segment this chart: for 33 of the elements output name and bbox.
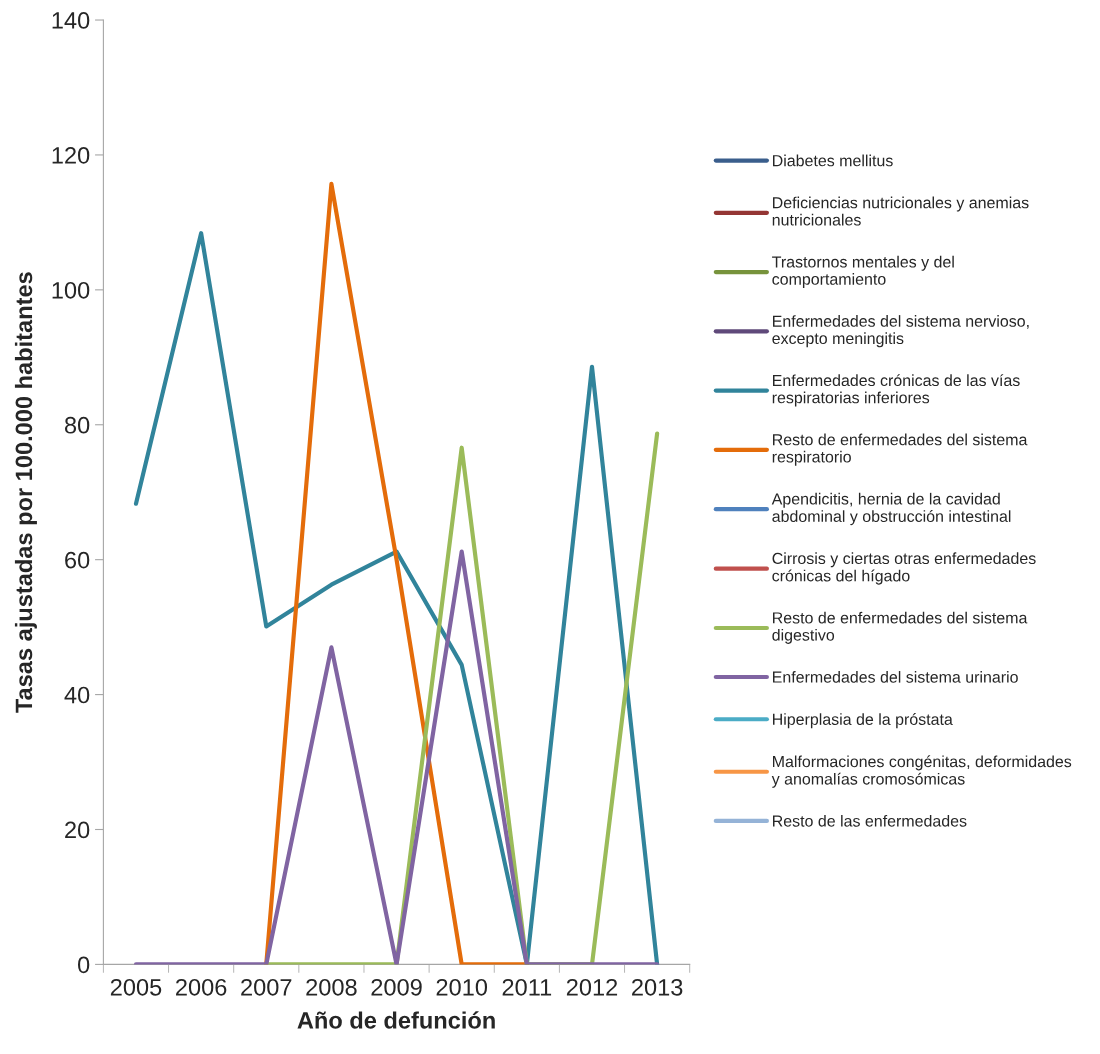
- legend-label: Resto de enfermedades del sistema digestivo: [772, 611, 1028, 644]
- legend-label: Enfermedades del sistema urinario: [773, 671, 1018, 683]
- legend-label: Enfermedades crónicas de las vías respiratorias inferiores: [772, 374, 1020, 407]
- x-axis-title: Año de defunción: [297, 1011, 495, 1029]
- legend-label: Cirrosis y ciertas otras enfermedades crónicas del hígado: [772, 552, 1036, 585]
- x-tick-label: 2005: [110, 978, 162, 996]
- y-tick-label: 40: [64, 686, 90, 704]
- line-series: [133, 231, 660, 965]
- legend-label: Hiperplasia de la próstata: [773, 713, 953, 729]
- x-tick-label: 2011: [502, 978, 552, 996]
- y-tick-label: 60: [65, 551, 90, 569]
- y-tick-label: 100: [52, 281, 90, 299]
- legend-label: Diabetes mellitus: [773, 154, 893, 167]
- legend-label: Apendicitis, hernia de la cavidad abdominal y obstrucción intestinal: [771, 492, 1011, 526]
- y-axis-title: Tasas ajustadas por 100.000 habitantes: [14, 272, 37, 713]
- legend-label: Deficiencias nutricionales y anemias nutricionales: [772, 196, 1029, 226]
- x-tick-label: 2006: [176, 978, 227, 996]
- x-tick-label: 2007: [241, 978, 292, 996]
- legend-label: Resto de las enfermedades: [773, 814, 967, 827]
- legend-label: Trastornos mentales y del comportamiento: [772, 255, 954, 288]
- y-tick-label: 140: [52, 12, 90, 29]
- x-tick-label: 2009: [371, 978, 422, 996]
- legend-label: Malformaciones congénitas, deformidades y anomalías cromosómicas: [771, 755, 1072, 788]
- y-tick-label: 20: [65, 821, 90, 839]
- x-tick-label: 2013: [632, 978, 683, 996]
- y-tick-label: 80: [64, 416, 90, 434]
- x-tick-label: 2012: [566, 978, 618, 996]
- x-tick-label: 2008: [306, 978, 357, 996]
- x-tick-label: 2010: [436, 978, 488, 996]
- y-tick-label: 120: [52, 147, 90, 164]
- legend-label: Resto de enfermedades del sistema respiratorio: [772, 433, 1028, 466]
- legend-label: Enfermedades del sistema nervioso, excepto meningitis: [772, 315, 1029, 348]
- y-tick-label: 0: [78, 956, 90, 974]
